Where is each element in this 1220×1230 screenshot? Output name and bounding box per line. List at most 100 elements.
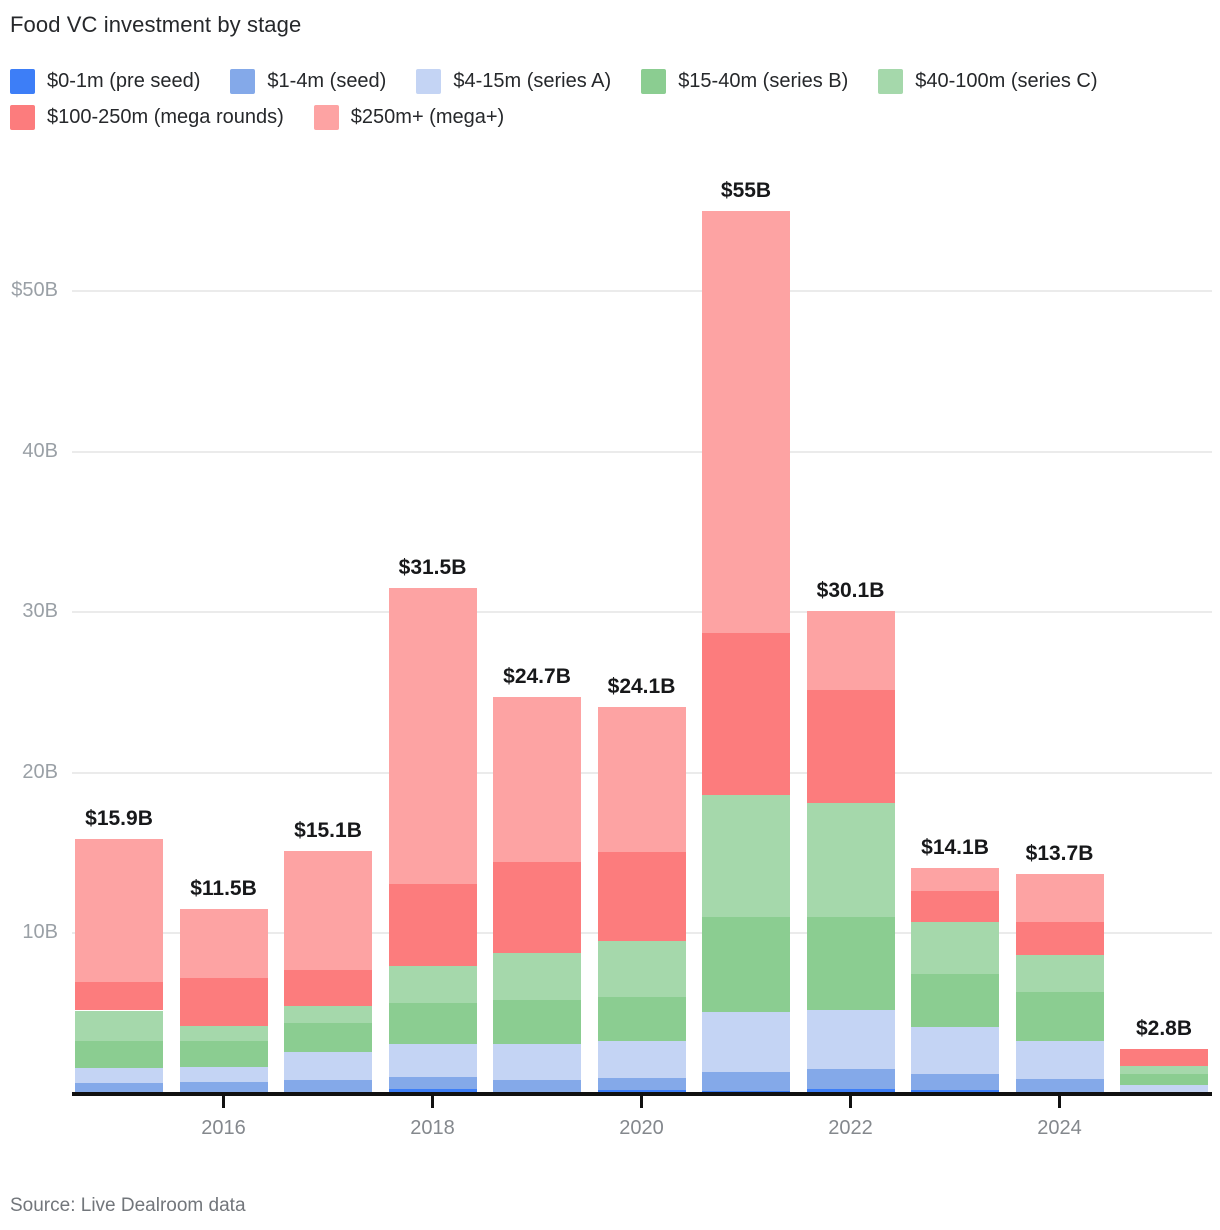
bar-segment[interactable] [493,861,581,953]
bar-segment[interactable] [284,1079,372,1093]
bar-segment[interactable] [493,1044,581,1080]
legend-swatch-icon [641,69,667,94]
bar-segment[interactable] [806,916,895,1010]
bar-segment[interactable] [1015,922,1104,956]
bar-segment[interactable] [1015,955,1104,993]
x-axis-year-label: 2022 [828,1117,873,1139]
legend-label: $100-250m (mega rounds) [47,106,284,128]
bar-segment[interactable] [388,588,477,885]
bar-total-label: $24.7B [503,665,571,689]
bar-segment[interactable] [75,838,163,982]
legend-item-4-15m-series-a[interactable]: $4-15m (series A) [416,69,611,94]
bar-segment[interactable] [597,706,686,853]
bar-segment[interactable] [388,1044,477,1078]
bar-segment[interactable] [597,1089,686,1094]
bar-segment[interactable] [806,1089,895,1094]
bar-segment[interactable] [702,633,790,796]
bar-segment[interactable] [702,1012,790,1072]
bar-segment[interactable] [493,697,581,862]
x-axis-year-label: 2016 [201,1117,246,1139]
bar-segment[interactable] [806,1069,895,1090]
legend-label: $15-40m (series B) [678,70,849,92]
bar-segment[interactable] [1120,1085,1208,1092]
bar-segment[interactable] [388,1077,477,1090]
bar-segment[interactable] [911,890,999,923]
bar-segment[interactable] [911,867,999,891]
bar-segment[interactable] [75,1082,163,1093]
bar-segment[interactable] [284,851,372,971]
bar-2023 [911,867,999,1094]
bar-segment[interactable] [179,1025,268,1041]
bar-segment[interactable] [284,1005,372,1024]
bar-segment[interactable] [75,981,163,1011]
legend-item-15-40m-series-b[interactable]: $15-40m (series B) [641,69,848,94]
bar-segment[interactable] [75,1041,163,1069]
bar-segment[interactable] [911,1073,999,1090]
bar-segment[interactable] [911,1089,999,1094]
bar-segment[interactable] [806,1009,895,1070]
bar-segment[interactable] [493,952,581,1001]
bar-segment[interactable] [1015,873,1104,923]
bar-segment[interactable] [388,1003,477,1045]
x-axis-tick-mark [222,1096,225,1108]
bar-segment[interactable] [179,977,268,1026]
bar-segment[interactable] [1120,1049,1208,1066]
bar-segment[interactable] [597,941,686,997]
bar-segment[interactable] [806,690,895,804]
bar-segment[interactable] [911,922,999,975]
bar-segment[interactable] [75,1010,163,1041]
bar-segment[interactable] [1015,1078,1104,1093]
y-axis-tick-label: 20B [22,760,58,783]
bar-segment[interactable] [702,917,790,1013]
bar-2016 [179,909,268,1094]
bar-segment[interactable] [284,1052,372,1080]
bar-segment[interactable] [388,1089,477,1094]
bar-segment[interactable] [179,1066,268,1082]
bar-total-label: $2.8B [1135,1017,1193,1041]
bar-segment[interactable] [806,803,895,917]
legend-item-1-4m-seed[interactable]: $1-4m (seed) [230,69,386,94]
bar-total-label: $30.1B [816,578,885,602]
legend-swatch-icon [416,69,442,94]
bar-segment[interactable] [597,1077,686,1090]
bar-segment[interactable] [597,996,686,1041]
bar-segment[interactable] [911,974,999,1027]
bar-segment[interactable] [75,1068,163,1083]
bar-segment[interactable] [284,970,372,1006]
bar-segment[interactable] [1015,1041,1104,1079]
bar-segment[interactable] [179,1081,268,1093]
y-axis-tick-label: 10B [22,921,58,944]
legend-item-250m-mega[interactable]: $250m+ (mega+) [313,105,505,130]
bar-segment[interactable] [702,1071,790,1091]
bar-segment[interactable] [1120,1065,1208,1074]
bar-segment[interactable] [179,909,268,978]
legend-label: $250m+ (mega+) [350,106,505,128]
bar-total-label: $24.1B [607,674,676,698]
y-axis-tick-label: $50B [11,279,58,301]
legend-item-100-250m-mega-rounds[interactable]: $100-250m (mega rounds) [10,105,284,130]
bar-segment[interactable] [179,1041,268,1067]
legend-item-0-1m-pre-seed[interactable]: $0-1m (pre seed) [10,69,200,94]
bar-segment[interactable] [806,610,895,691]
bar-segment[interactable] [493,1079,581,1092]
gridline [72,290,1212,292]
bar-segment[interactable] [702,795,790,918]
bar-2020 [597,706,686,1094]
legend-label: $1-4m (seed) [267,70,387,92]
legend-label: $0-1m (pre seed) [47,70,201,92]
bar-segment[interactable] [597,852,686,942]
bar-segment[interactable] [388,966,477,1004]
bar-segment[interactable] [284,1023,372,1053]
bar-segment[interactable] [1120,1073,1208,1086]
bar-segment[interactable] [388,884,477,967]
bar-segment[interactable] [1015,992,1104,1041]
legend-label: $40-100m (series C) [915,70,1098,92]
bar-2024 [1015,873,1104,1094]
bar-segment[interactable] [702,210,790,634]
bar-segment[interactable] [911,1026,999,1074]
gridline [72,450,1212,453]
bar-segment[interactable] [493,1000,581,1045]
bar-segment[interactable] [597,1041,686,1078]
legend-item-40-100m-series-c[interactable]: $40-100m (series C) [878,69,1098,94]
